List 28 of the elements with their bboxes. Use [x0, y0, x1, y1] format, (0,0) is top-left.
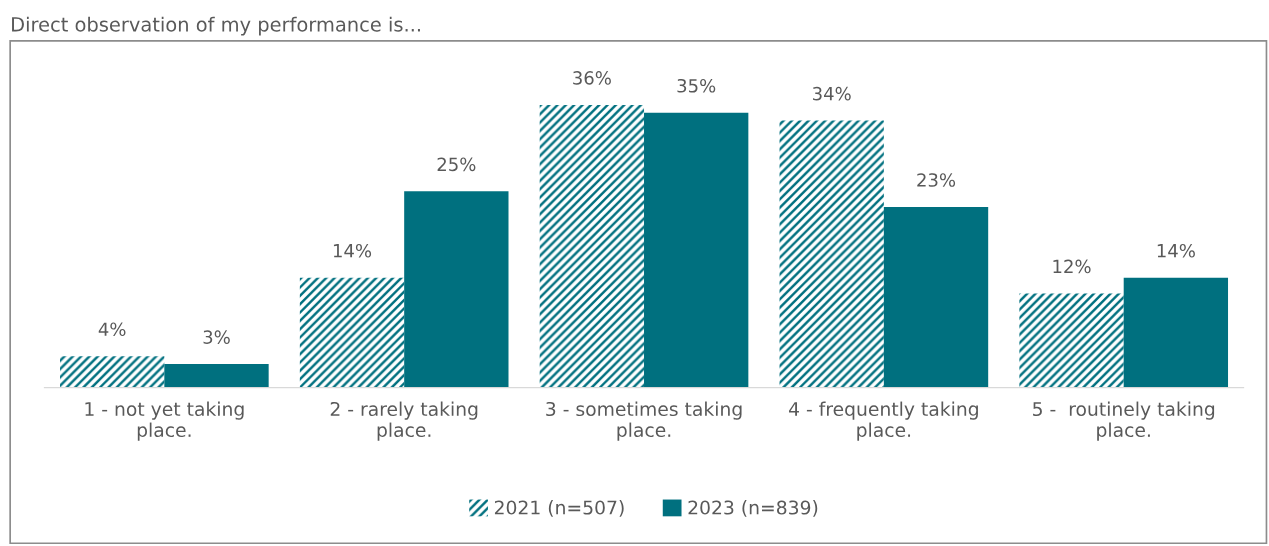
- bar: [539, 104, 645, 388]
- bar: [164, 364, 269, 388]
- legend-label: 2021 (n=507): [494, 500, 624, 517]
- x-tick-label: 3 - sometimes taking place.: [546, 401, 742, 441]
- data-label: 14%: [333, 243, 372, 258]
- chart-title: Direct observation of my performance is...: [12, 16, 420, 36]
- bar: [1019, 293, 1124, 388]
- x-tick-label: 2 - rarely taking place.: [330, 401, 478, 441]
- x-tick-label: 1 - not yet taking place.: [85, 401, 244, 441]
- bar: [60, 356, 165, 388]
- bar: [1123, 277, 1229, 388]
- data-label: 14%: [1157, 243, 1195, 258]
- bar: [404, 191, 509, 388]
- bar: [883, 207, 989, 388]
- legend-label: 2023 (n=839): [688, 500, 818, 517]
- x-tick-label: 4 - frequently taking place.: [789, 401, 978, 441]
- data-label: 4%: [98, 322, 126, 337]
- data-label: 23%: [917, 173, 956, 187]
- data-label: 34%: [813, 86, 851, 101]
- data-label: 36%: [573, 71, 611, 85]
- data-label: 35%: [677, 78, 716, 93]
- data-label: 3%: [203, 330, 230, 344]
- data-label: 12%: [1053, 259, 1091, 274]
- bar: [644, 112, 749, 388]
- data-label: 25%: [437, 157, 476, 172]
- bar: [779, 120, 884, 388]
- bar: [299, 277, 405, 388]
- x-tick-label: 5 - routinely taking place.: [1033, 401, 1215, 441]
